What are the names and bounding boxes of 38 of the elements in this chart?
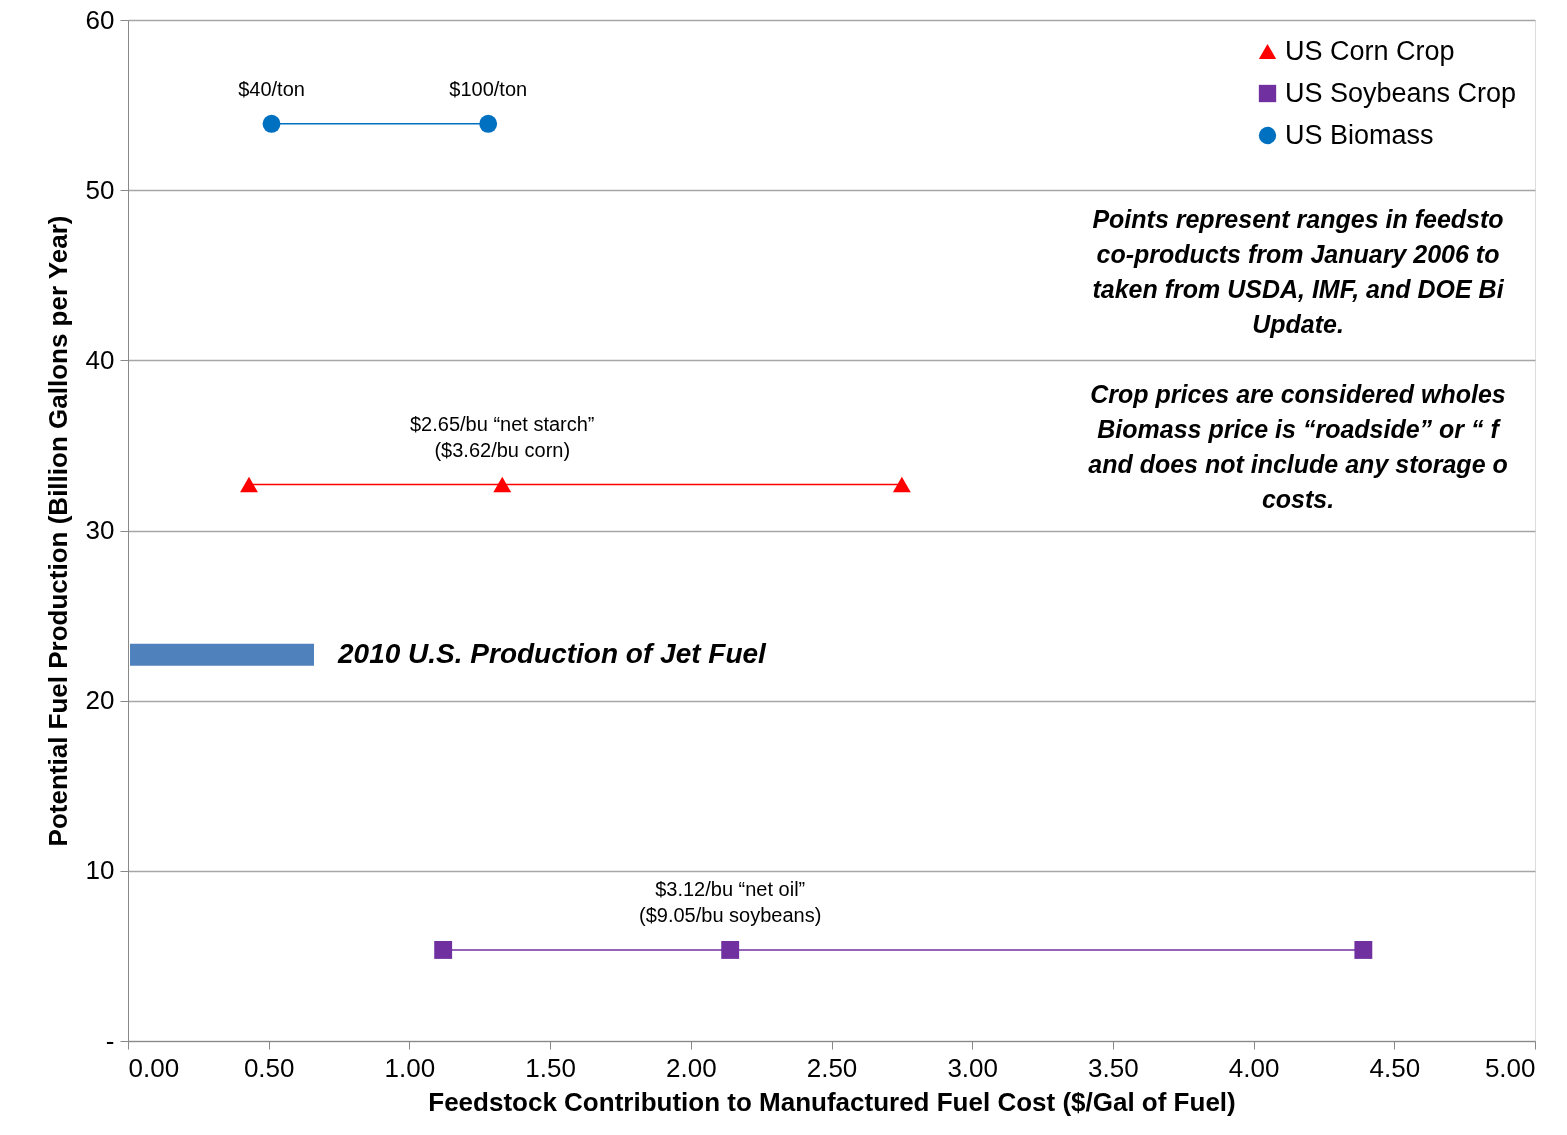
point xyxy=(262,114,281,133)
point xyxy=(493,476,512,493)
x-tick-label: 0.50 xyxy=(243,1052,295,1083)
legend-label: US Biomass xyxy=(1285,119,1434,150)
x-tick-label: 3.50 xyxy=(1088,1052,1139,1083)
annotation: Points represent ranges in feedsto co-products from January 2006 to taken from USDA, IMF, and DOE Bi Update. xyxy=(1092,205,1505,338)
x-tick-label: 1.50 xyxy=(525,1052,576,1083)
x-tick-label: 2.50 xyxy=(806,1052,858,1083)
y-tick-label: 60 xyxy=(85,4,115,35)
y-tick-label: 20 xyxy=(85,685,115,716)
legend-label: US Soybeans Crop xyxy=(1285,77,1517,108)
point xyxy=(1354,941,1373,959)
annotation: $3.12/bu “net oil” ($9.05/bu soybeans) xyxy=(639,877,822,926)
point xyxy=(479,114,498,133)
point xyxy=(892,476,911,493)
x-axis-title: Feedstock Contribution to Manufactured Fuel Cost ($/Gal of Fuel) xyxy=(428,1086,1236,1117)
annotation: $40/ton xyxy=(238,77,305,100)
point xyxy=(721,941,740,959)
x-tick-label: 4.00 xyxy=(1228,1052,1280,1083)
y-axis-title: Potential Fuel Production (Billion Gallons per Year) xyxy=(42,215,73,847)
y-tick-label: 50 xyxy=(85,174,115,205)
x-tick-label: 1.00 xyxy=(384,1052,436,1083)
ref-line-label: 2010 U.S. Production of Jet Fuel xyxy=(337,637,768,669)
point xyxy=(434,941,453,959)
y-tick-label: 30 xyxy=(85,515,115,545)
annotation: $2.65/bu “net starch” ($3.62/bu corn) xyxy=(409,412,595,461)
x-tick-label: 0.00 xyxy=(128,1052,180,1083)
y-tick-label: - xyxy=(105,1025,115,1056)
x-tick-label: 4.50 xyxy=(1369,1052,1421,1083)
x-tick-label: 3.00 xyxy=(947,1052,998,1083)
point xyxy=(240,476,258,493)
y-tick-label: 40 xyxy=(85,344,115,375)
legend-label: US Corn Crop xyxy=(1285,35,1455,66)
x-tick-label: 2.00 xyxy=(666,1052,717,1083)
annotation: Crop prices are considered wholes Biomass price is “roadside” or “ f and does not include any storage o costs. xyxy=(1088,380,1508,513)
y-tick-label: 10 xyxy=(85,855,115,886)
x-tick-label: 5.00 xyxy=(1484,1052,1536,1083)
annotation: $100/ton xyxy=(449,77,528,100)
